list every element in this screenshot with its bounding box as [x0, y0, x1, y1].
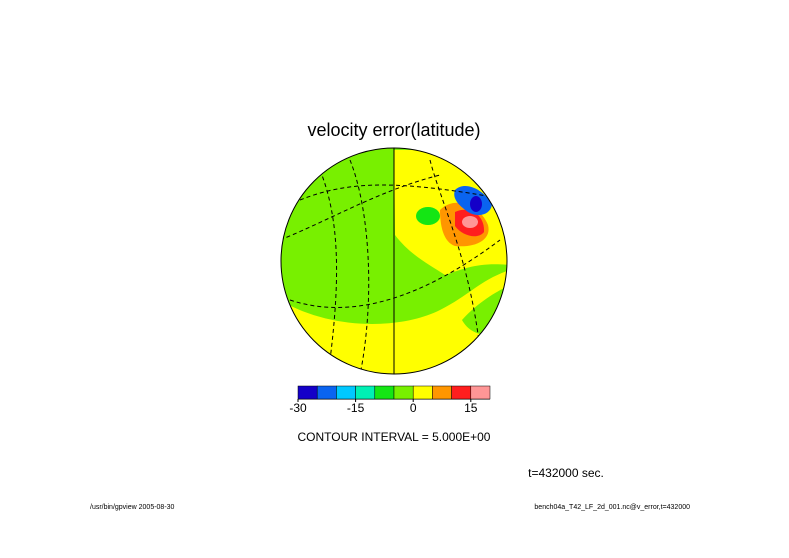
contour-interval: CONTOUR INTERVAL = 5.000E+00 [298, 430, 491, 444]
colorbar-box [393, 385, 414, 400]
colorbar-box [336, 385, 356, 400]
colorbar-box [432, 385, 452, 400]
colorbar-box [374, 385, 395, 400]
colorbar-box [316, 385, 337, 400]
colorbar-tick-label: -15 [347, 401, 365, 415]
colorbar-box [412, 385, 433, 400]
time-label: t=432000 sec. [528, 466, 604, 480]
footer-right: bench04a_T42_LF_2d_001.nc@v_error,t=4320… [534, 504, 690, 511]
colorbar-tick-label: -30 [289, 401, 307, 415]
footer-left: /usr/bin/gpview 2005-08-30 [90, 504, 175, 511]
colorbar-tick-label: 15 [464, 401, 478, 415]
colorbar-box [297, 385, 318, 400]
colorbar-tick-label: 0 [410, 401, 417, 415]
colorbar-box [451, 385, 472, 400]
title: velocity error(latitude) [307, 120, 480, 140]
colorbar-box [470, 385, 491, 400]
colorbar-box [355, 385, 376, 400]
